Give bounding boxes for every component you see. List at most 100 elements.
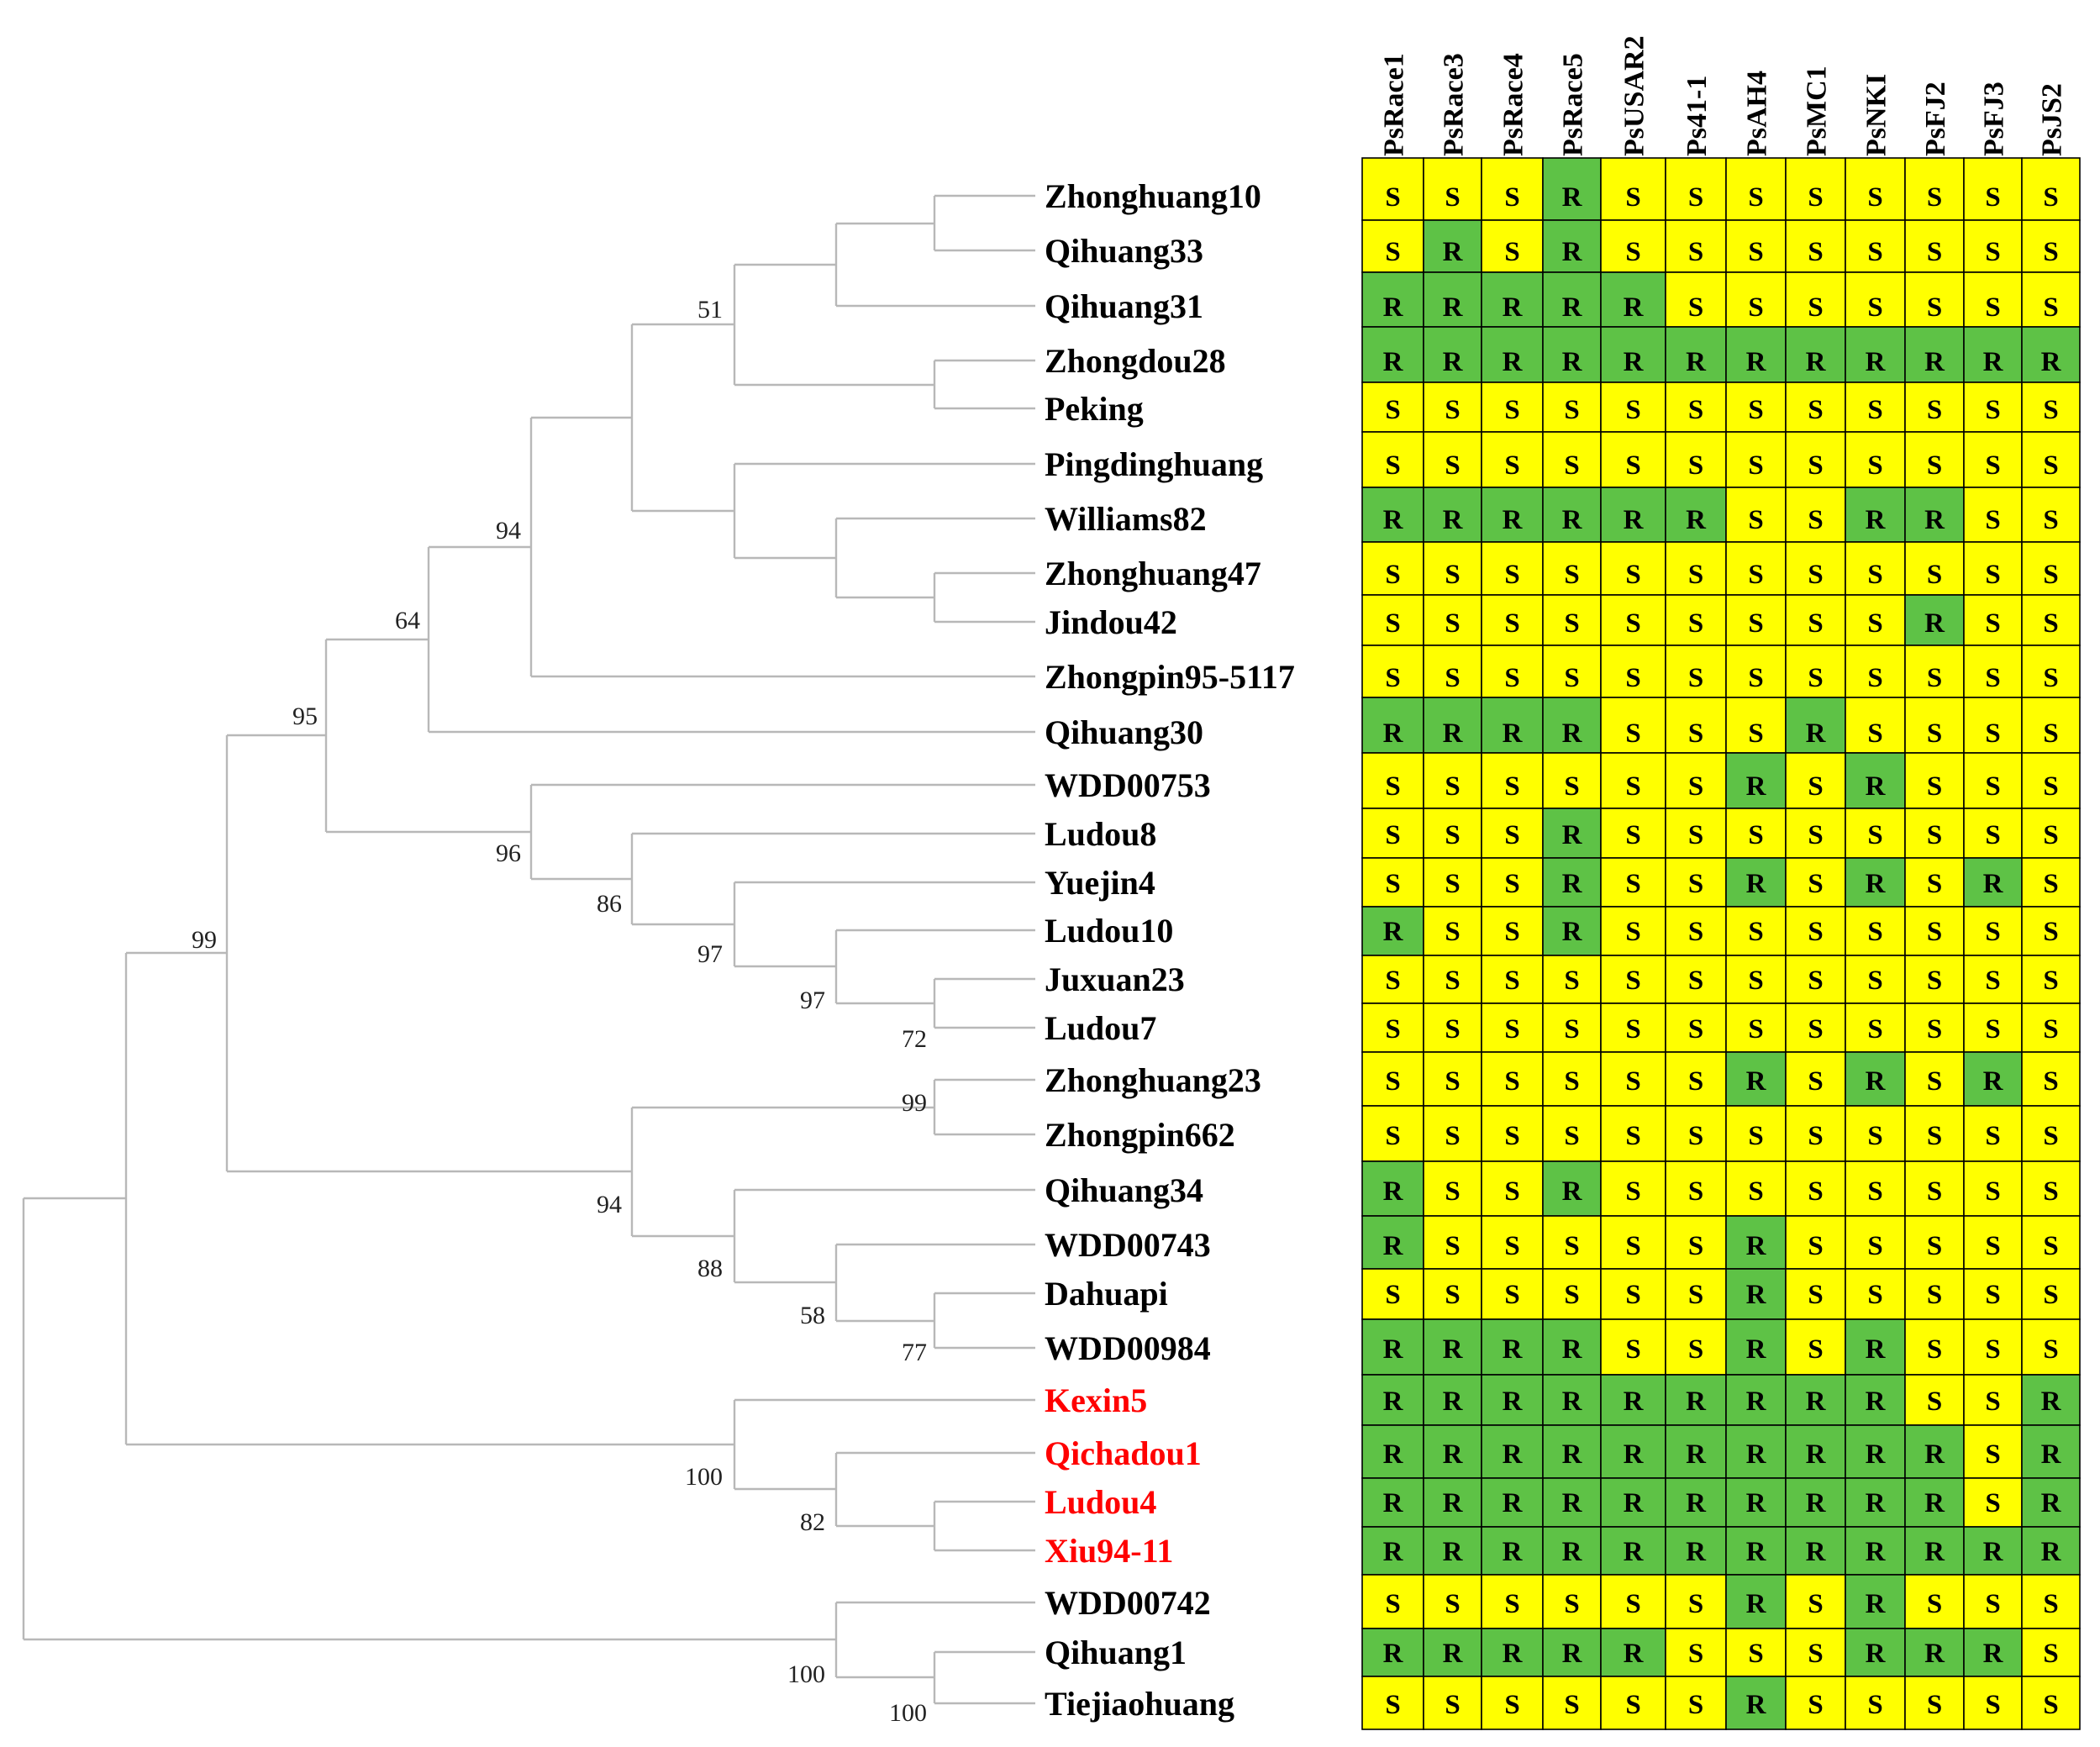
reaction-cell [1904,157,1965,221]
reaction-value: S [1927,663,1942,693]
reaction-cell [1423,1105,1482,1162]
reaction-value: S [1385,1014,1400,1045]
reaction-cell [1963,808,2023,859]
reaction-cell [1845,1424,1906,1479]
reaction-value: S [1808,395,1823,425]
reaction-cell [1963,1628,2023,1677]
reaction-cell [1963,955,2023,1004]
reaction-value: S [1808,1690,1823,1720]
reaction-value: R [1383,505,1404,535]
reaction-value: S [1688,182,1703,213]
reaction-value: R [1746,1066,1767,1097]
reaction-value: S [1625,1121,1640,1151]
reaction-cell [1481,1268,1544,1320]
bootstrap-value: 86 [597,890,622,918]
reaction-value: S [1985,1280,2000,1310]
reaction-value: S [1385,1280,1400,1310]
reaction-cell [2021,1574,2081,1629]
reaction-cell [1542,1676,1602,1730]
bootstrap-value: 64 [395,607,420,634]
taxon-label: Qihuang31 [1045,287,1203,325]
reaction-value: R [1503,1537,1524,1567]
reaction-cell [1904,1318,1965,1376]
reaction-cell [1542,1477,1602,1528]
reaction-value: S [1985,450,2000,481]
reaction-value: R [1562,1387,1583,1417]
taxon-labels: Zhonghuang10 Qihuang33 Qihuang31 Zhongdou28… [1045,177,1295,1723]
taxon-label: Pingdinghuang [1045,445,1263,483]
reaction-cell [1481,1215,1544,1270]
reaction-value: S [1564,1066,1579,1097]
reaction-cell [1600,955,1666,1004]
reaction-value: S [1748,1121,1763,1151]
reaction-value: S [1867,182,1882,213]
reaction-value: S [1985,718,2000,749]
reaction-value: S [1748,560,1763,590]
reaction-value: S [1688,237,1703,267]
reaction-cell [1481,1105,1544,1162]
reaction-cell [1963,271,2023,328]
reaction-value: S [1748,966,1763,996]
reaction-value: S [1985,237,2000,267]
reaction-cell [1423,645,1482,698]
reaction-value: S [1625,966,1640,996]
reaction-cell [1785,1424,1846,1479]
reaction-value: R [1562,1639,1583,1669]
reaction-value: S [2043,966,2058,996]
reaction-cell [1785,955,1846,1004]
reaction-value: R [1383,1231,1404,1261]
reaction-cell [2021,1105,2081,1162]
reaction-value: S [1867,560,1882,590]
strain-header: PsJS2 [2037,83,2068,156]
reaction-value: R [1686,1488,1707,1518]
reaction-cell [1904,1477,1965,1528]
reaction-value: S [1927,869,1942,899]
reaction-cell [1785,752,1846,809]
reaction-cell [1665,1676,1727,1730]
dendrogram-branches [22,194,1035,1705]
reaction-value: S [1688,1280,1703,1310]
reaction-value: S [1867,1280,1882,1310]
reaction-value: S [1867,237,1882,267]
reaction-value: S [1688,1231,1703,1261]
reaction-value: R [1503,1334,1524,1365]
reaction-cell [1665,219,1727,273]
reaction-cell [1361,752,1424,809]
reaction-value: S [1808,1280,1823,1310]
reaction-value: S [1688,869,1703,899]
reaction-value: R [1443,1387,1464,1417]
reaction-value: R [1503,1387,1524,1417]
reaction-cell [1904,697,1965,754]
reaction-value: S [1985,1014,2000,1045]
reaction-value: S [1688,771,1703,802]
reaction-cell [1785,1628,1846,1677]
reaction-cell [1600,271,1666,328]
reaction-value: S [1564,450,1579,481]
reaction-cell [1665,541,1727,596]
reaction-cell [1904,541,1965,596]
reaction-grid: S S S R S S S S S S S SS R S R S S S S S S S SR R R R R S S S S S S SR R R R… [1361,157,2081,1730]
reaction-value: R [1383,347,1404,377]
reaction-cell [1665,487,1727,543]
reaction-value: S [1927,1176,1942,1207]
taxon-label: Dahuapi [1045,1275,1168,1313]
reaction-cell [1423,1628,1482,1677]
reaction-cell [1845,487,1906,543]
reaction-cell [1361,808,1424,859]
reaction-value: S [1748,663,1763,693]
reaction-value: R [1983,869,2004,899]
reaction-value: R [1746,1334,1767,1365]
reaction-value: R [1443,1488,1464,1518]
reaction-value: R [1686,1439,1707,1470]
strain-header: PsRace5 [1558,53,1589,156]
reaction-value: S [1445,771,1460,802]
reaction-value: R [1503,718,1524,749]
reaction-cell [1845,1628,1906,1677]
reaction-value: S [1867,395,1882,425]
reaction-value: R [2041,1488,2062,1518]
reaction-value: S [1625,917,1640,947]
reaction-cell [1725,157,1787,221]
reaction-value: S [1808,1589,1823,1619]
reaction-value: S [1927,1280,1942,1310]
reaction-value: R [1624,1639,1645,1669]
